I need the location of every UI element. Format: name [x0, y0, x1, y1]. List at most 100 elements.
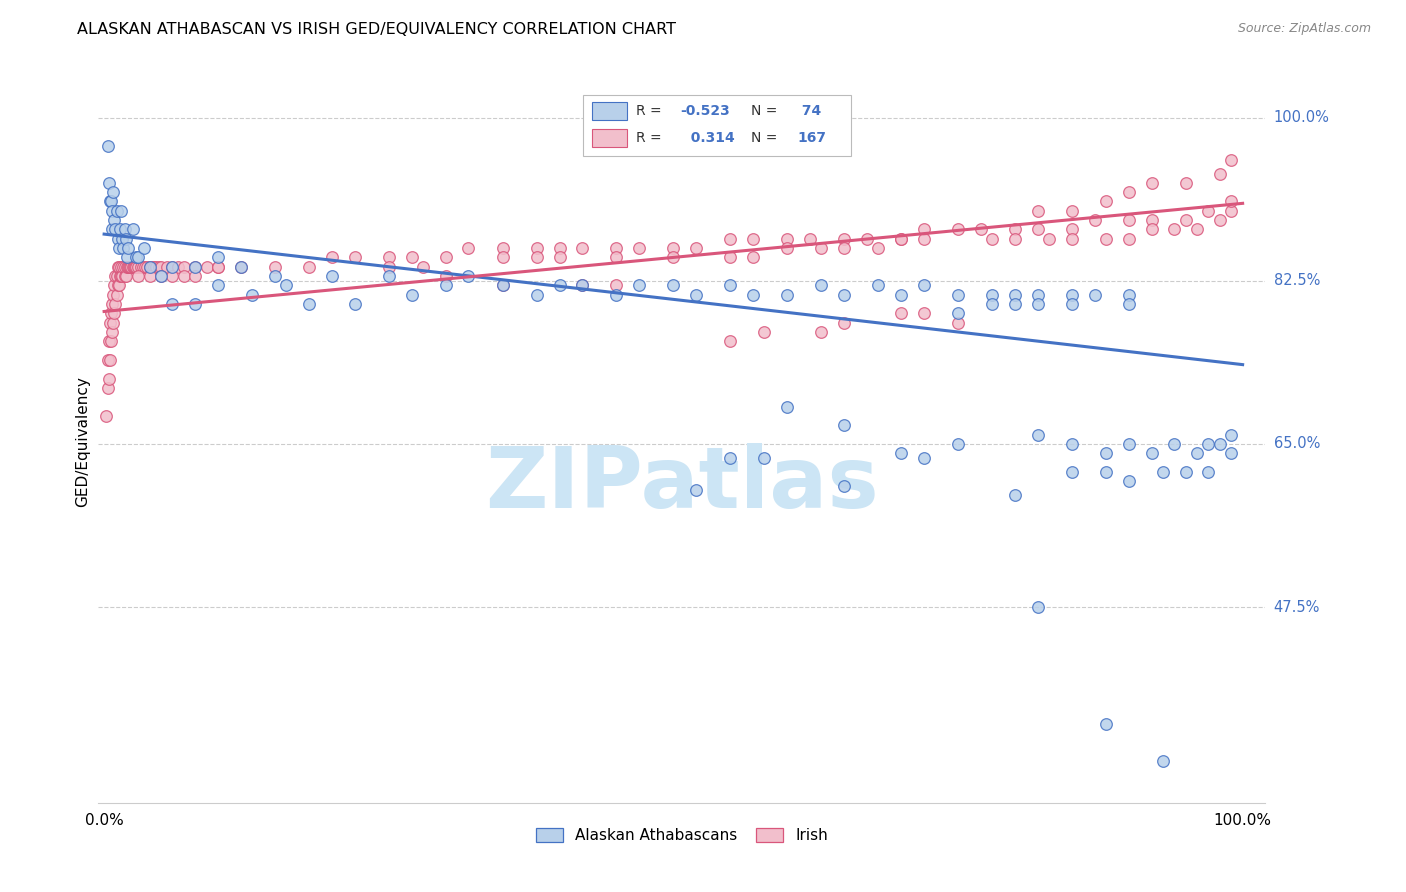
Point [1004, 287, 1026, 301]
Point [571, 278, 593, 293]
Legend: Alaskan Athabascans, Irish: Alaskan Athabascans, Irish [530, 822, 834, 849]
Point [162, 268, 184, 283]
Point [890, 306, 912, 320]
Point [1174, 176, 1197, 190]
Point [108, 278, 131, 293]
Point [103, 278, 125, 293]
Point [1084, 287, 1107, 301]
Point [526, 241, 548, 255]
Point [1152, 754, 1174, 768]
FancyBboxPatch shape [592, 102, 627, 120]
Text: N =: N = [751, 104, 782, 118]
Point [97, 334, 120, 349]
Text: 167: 167 [797, 131, 827, 145]
Point [104, 297, 127, 311]
Point [605, 287, 627, 301]
Point [868, 241, 890, 255]
Point [98, 316, 121, 330]
Point [100, 334, 122, 349]
Point [96, 409, 118, 423]
Point [101, 325, 124, 339]
Point [134, 260, 156, 274]
Point [114, 268, 136, 283]
Point [1026, 427, 1049, 442]
Point [108, 260, 131, 274]
Point [207, 278, 229, 293]
Point [1140, 222, 1163, 236]
Text: 0.314: 0.314 [681, 131, 734, 145]
Point [167, 260, 190, 274]
Text: ALASKAN ATHABASCAN VS IRISH GED/EQUIVALENCY CORRELATION CHART: ALASKAN ATHABASCAN VS IRISH GED/EQUIVALE… [77, 22, 676, 37]
Point [434, 278, 457, 293]
Point [114, 222, 136, 236]
Point [1095, 716, 1118, 731]
Point [1118, 185, 1140, 199]
Point [1026, 297, 1049, 311]
Point [1026, 222, 1049, 236]
Point [1209, 437, 1232, 451]
Point [890, 446, 912, 460]
Point [207, 260, 229, 274]
Point [148, 260, 170, 274]
Point [1060, 297, 1083, 311]
Point [1140, 446, 1163, 460]
Point [662, 278, 685, 293]
Text: 74: 74 [797, 104, 821, 118]
Point [1220, 203, 1243, 218]
Point [101, 297, 124, 311]
Point [981, 297, 1004, 311]
Point [571, 241, 593, 255]
Point [685, 287, 707, 301]
Text: 82.5%: 82.5% [1274, 273, 1320, 288]
Point [832, 479, 855, 493]
Point [173, 260, 195, 274]
Point [1185, 222, 1208, 236]
Point [377, 251, 399, 265]
Point [207, 251, 229, 265]
Point [120, 260, 142, 274]
Point [832, 241, 855, 255]
Point [321, 268, 343, 283]
Point [457, 241, 479, 255]
Point [114, 232, 136, 246]
Point [108, 222, 131, 236]
Point [98, 353, 121, 368]
Point [1004, 222, 1026, 236]
Point [799, 232, 821, 246]
Point [868, 278, 890, 293]
FancyBboxPatch shape [592, 129, 627, 147]
Point [195, 260, 218, 274]
Point [127, 260, 149, 274]
Point [526, 287, 548, 301]
Point [491, 278, 513, 293]
FancyBboxPatch shape [582, 95, 851, 156]
Point [1220, 427, 1243, 442]
Point [138, 268, 160, 283]
Point [156, 260, 179, 274]
Point [832, 316, 855, 330]
Point [121, 222, 143, 236]
Point [605, 241, 627, 255]
Text: 100.0%: 100.0% [1274, 110, 1330, 125]
Point [1060, 232, 1083, 246]
Point [832, 287, 855, 301]
Point [138, 260, 160, 274]
Point [1095, 465, 1118, 479]
Point [1060, 437, 1083, 451]
Point [742, 232, 765, 246]
Point [127, 251, 149, 265]
Point [1060, 465, 1083, 479]
Point [115, 251, 138, 265]
Point [132, 260, 155, 274]
Point [117, 260, 139, 274]
Point [754, 325, 776, 339]
Point [298, 260, 321, 274]
Point [1095, 446, 1118, 460]
Point [184, 260, 207, 274]
Point [96, 381, 118, 395]
Point [832, 418, 855, 433]
Point [117, 241, 139, 255]
Text: -0.523: -0.523 [681, 104, 731, 118]
Point [162, 260, 184, 274]
Point [100, 194, 122, 209]
